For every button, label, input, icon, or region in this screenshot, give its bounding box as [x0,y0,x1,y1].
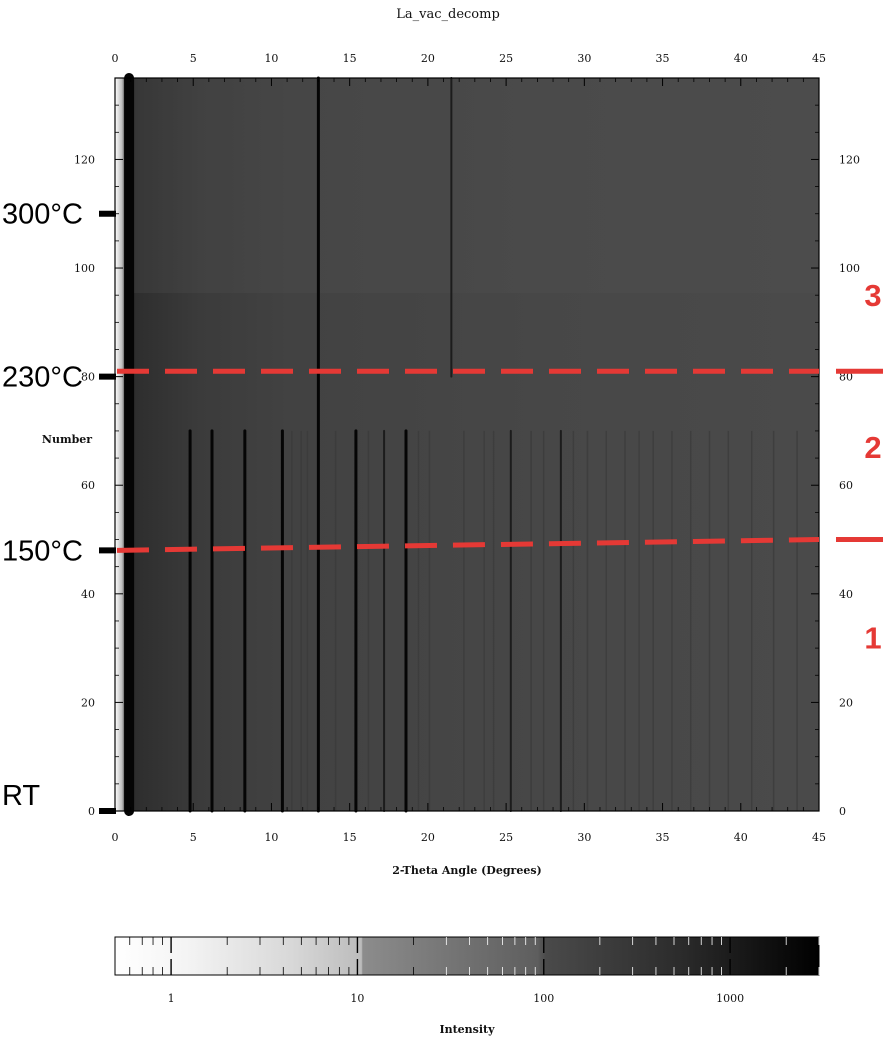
x-tick-label-top-30: 30 [577,52,591,65]
x-tick-label-bottom-45: 45 [812,831,826,844]
region-label-1: 1 [864,620,881,655]
temperature-label-3: 230°C [2,362,83,394]
temperature-marker-3 [99,373,116,380]
x-axis-title: 2-Theta Angle (Degrees) [392,864,541,877]
x-tick-label-top-40: 40 [734,52,748,65]
colorbar-ticks: 1 10 100 1000 [114,937,820,1005]
y-tick-label-left-120: 120 [74,153,95,166]
temperature-label-2: 150°C [2,535,83,567]
y-tick-label-left-20: 20 [81,696,95,709]
x-tick-label-top-15: 15 [343,52,357,65]
x-tick-label-top-0: 0 [112,52,119,65]
x-tick-label-bottom-25: 25 [499,831,513,844]
x-tick-label-top-20: 20 [421,52,435,65]
x-tick-label-top-5: 5 [190,52,197,65]
y-tick-label-right-40: 40 [839,588,853,601]
temperature-marker-1 [99,808,116,814]
y-tick-label-right-20: 20 [839,696,853,709]
y-tick-label-right-100: 100 [839,262,860,275]
temperature-label-1: RT [2,780,40,812]
y-tick-label-right-120: 120 [839,153,860,166]
region-label-3: 3 [864,278,881,313]
y-tick-label-left-0: 0 [88,805,95,818]
y-tick-label-right-0: 0 [839,805,846,818]
y-axis-title: Number [42,433,92,446]
y-tick-label-left-40: 40 [81,588,95,601]
colorbar-tick-label-1000: 1000 [716,992,744,1005]
plot-frame [114,77,820,812]
colorbar-tick-label-100: 100 [533,992,554,1005]
y-tick-label-left-60: 60 [81,479,95,492]
x-tick-label-top-25: 25 [499,52,513,65]
x-tick-label-top-35: 35 [656,52,670,65]
region-boundary-line-1 [116,537,820,553]
region-label-2: 2 [864,430,881,465]
y-tick-label-left-80: 80 [81,371,95,384]
temperature-marker-2 [99,547,116,554]
x-tick-label-bottom-5: 5 [190,831,197,844]
plot-area [115,78,819,811]
ticks-layer: 0 0 5 5 10 10 15 15 20 20 25 25 30 30 35 35 40 40 45 45 0 0 20… [74,52,860,844]
peaks-layer [124,73,798,816]
colorbar-tick-label-1: 1 [168,992,175,1005]
x-tick-label-bottom-0: 0 [112,831,119,844]
y-tick-label-right-80: 80 [839,371,853,384]
x-tick-label-bottom-10: 10 [264,831,278,844]
region-3-tint [130,78,819,293]
x-tick-label-top-45: 45 [812,52,826,65]
x-tick-label-bottom-15: 15 [343,831,357,844]
x-tick-label-bottom-35: 35 [656,831,670,844]
colorbar [114,936,820,976]
x-tick-label-bottom-30: 30 [577,831,591,844]
annotation-layer: RT 150°C 230°C 300°C 1 2 3 [2,199,883,814]
temperature-marker-4 [99,210,116,217]
y-tick-label-left-100: 100 [74,262,95,275]
y-tick-label-right-60: 60 [839,479,853,492]
chart-title: La_vac_decomp [396,7,500,22]
colorbar-title: Intensity [439,1023,495,1036]
x-tick-label-bottom-20: 20 [421,831,435,844]
colorbar-tick-label-10: 10 [350,992,364,1005]
x-tick-label-bottom-40: 40 [734,831,748,844]
x-tick-label-top-10: 10 [264,52,278,65]
temperature-label-4: 300°C [2,199,83,231]
